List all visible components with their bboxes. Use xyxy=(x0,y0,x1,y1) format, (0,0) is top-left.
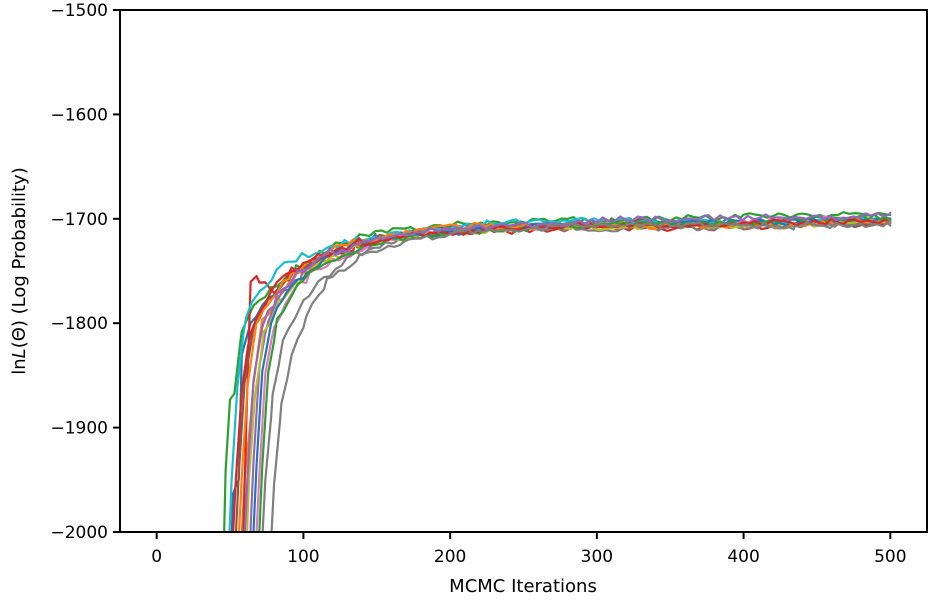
x-tick-label: 200 xyxy=(434,547,466,567)
trace-walker-11 xyxy=(252,216,892,532)
x-axis-label: MCMC Iterations xyxy=(449,576,597,597)
x-tick-label: 300 xyxy=(581,547,613,567)
y-tick-label: −1600 xyxy=(50,105,108,125)
trace-walker-10 xyxy=(228,216,892,532)
y-tick-label: −2000 xyxy=(50,523,108,543)
trace-walker-4 xyxy=(242,219,892,532)
trace-walker-16 xyxy=(270,219,892,532)
y-tick-label: −1500 xyxy=(50,1,108,21)
trace-walker-7 xyxy=(255,215,892,532)
plot-spines xyxy=(119,9,928,533)
trace-walker-1 xyxy=(230,217,892,532)
trace-walker-5 xyxy=(249,217,892,532)
x-tick-label: 400 xyxy=(727,547,759,567)
trace-walker-8 xyxy=(261,220,892,532)
trace-walker-13 xyxy=(258,213,892,532)
y-tick-label: −1700 xyxy=(50,210,108,230)
series-layer xyxy=(223,211,892,532)
y-axis-label: lnL(Θ) (Log Probability) xyxy=(9,167,30,374)
x-tick-label: 100 xyxy=(287,547,319,567)
trace-walker-15 xyxy=(243,211,892,532)
trace-walker-14 xyxy=(232,217,892,532)
x-tick-label: 500 xyxy=(874,547,906,567)
trace-walker-2 xyxy=(240,218,892,532)
trace-walker-3 xyxy=(223,211,892,532)
y-tick-label: −1900 xyxy=(50,419,108,439)
axes-layer: 0 100 200 300 400 500 −2000 −1900 −1800 −1700 −160… xyxy=(50,1,928,567)
trace-walker-9 xyxy=(245,217,892,532)
y-tick-label: −1800 xyxy=(50,314,108,334)
x-tick-label: 0 xyxy=(151,547,162,567)
